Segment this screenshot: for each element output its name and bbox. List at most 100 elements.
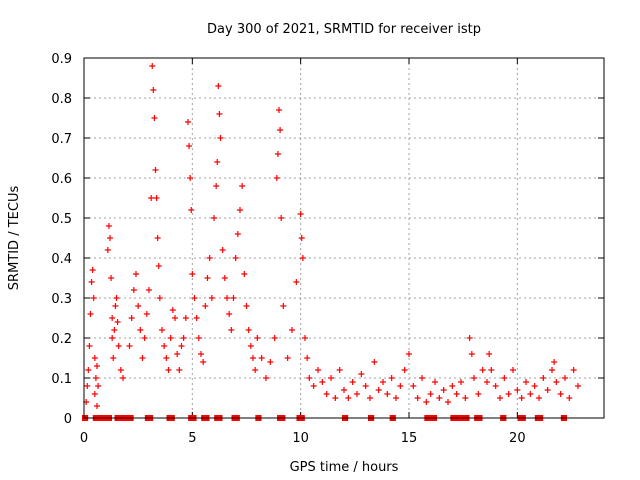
data-point	[174, 351, 181, 357]
data-point	[215, 83, 222, 89]
data-point	[195, 335, 202, 341]
data-point	[224, 295, 230, 301]
data-point	[148, 195, 155, 201]
data-point	[397, 383, 404, 389]
data-point	[159, 327, 165, 333]
data-point	[153, 195, 160, 201]
data-point	[243, 303, 250, 309]
data-point	[110, 355, 117, 361]
data-point	[277, 127, 284, 133]
data-point	[299, 255, 306, 261]
y-tick-label: 0.7	[51, 132, 72, 147]
data-point	[362, 383, 369, 389]
data-point	[406, 351, 412, 357]
data-point	[271, 335, 278, 341]
y-tick-label: 0.6	[51, 172, 72, 187]
data-point	[328, 375, 334, 381]
data-point	[258, 355, 265, 361]
data-point	[186, 143, 193, 149]
data-point	[185, 119, 191, 125]
data-point	[163, 355, 170, 361]
data-point	[213, 183, 220, 189]
data-point	[393, 395, 399, 401]
data-point	[486, 351, 493, 357]
data-point	[105, 223, 112, 229]
data-point	[120, 375, 126, 381]
data-point	[88, 279, 95, 285]
data-point	[531, 383, 538, 389]
data-point	[458, 379, 464, 385]
data-point	[289, 327, 295, 333]
data-point	[544, 387, 551, 393]
data-point	[553, 379, 560, 385]
data-point	[475, 391, 482, 397]
data-point	[187, 175, 194, 181]
data-point	[432, 379, 438, 385]
data-point	[234, 231, 241, 237]
data-point	[161, 343, 168, 349]
data-point	[518, 395, 525, 401]
data-point	[414, 395, 421, 401]
y-tick-label: 0.1	[51, 372, 72, 387]
data-point	[315, 367, 321, 373]
data-point	[501, 375, 508, 381]
data-point	[217, 135, 224, 141]
data-point	[527, 391, 534, 397]
data-point	[239, 183, 246, 189]
data-point	[336, 367, 343, 373]
data-point	[176, 367, 183, 373]
data-point	[367, 395, 373, 401]
data-point	[536, 395, 542, 401]
data-point	[200, 359, 207, 365]
data-point	[165, 367, 172, 373]
data-point	[410, 383, 417, 389]
data-point	[109, 335, 116, 341]
data-point	[204, 275, 211, 281]
data-point	[273, 175, 280, 181]
data-point	[419, 375, 425, 381]
data-point	[278, 215, 285, 221]
data-point	[445, 399, 451, 405]
data-point	[427, 391, 434, 397]
data-point	[188, 207, 195, 213]
data-point	[436, 395, 443, 401]
data-point	[113, 295, 120, 301]
data-point	[274, 151, 281, 157]
data-point	[302, 335, 308, 341]
data-point	[90, 295, 97, 301]
data-point	[178, 343, 185, 349]
data-point	[156, 295, 163, 301]
data-point	[137, 327, 144, 333]
data-point	[306, 375, 313, 381]
data-point	[226, 311, 233, 317]
data-point	[371, 359, 378, 365]
data-point	[214, 159, 221, 165]
data-point	[245, 327, 252, 333]
data-point	[250, 355, 256, 361]
data-point	[95, 383, 102, 389]
data-point	[551, 359, 558, 365]
data-point	[510, 367, 516, 373]
data-point	[211, 215, 217, 221]
data-point	[146, 287, 152, 293]
grid	[84, 58, 604, 418]
data-point	[108, 275, 115, 281]
data-point	[230, 295, 237, 301]
data-point	[523, 379, 529, 385]
data-point	[388, 375, 395, 381]
data-point	[319, 379, 326, 385]
data-point	[206, 255, 213, 261]
data-point	[384, 391, 391, 397]
data-point	[310, 383, 317, 389]
data-point	[304, 355, 311, 361]
data-point	[514, 387, 521, 393]
data-point	[94, 363, 100, 369]
y-axis-label: SRMTID / TECUs	[7, 186, 22, 291]
data-point	[380, 379, 386, 385]
data-point	[453, 391, 460, 397]
y-tick-label: 0.4	[51, 252, 72, 267]
data-point	[180, 335, 187, 341]
data-point	[135, 303, 142, 309]
data-point	[130, 287, 137, 293]
